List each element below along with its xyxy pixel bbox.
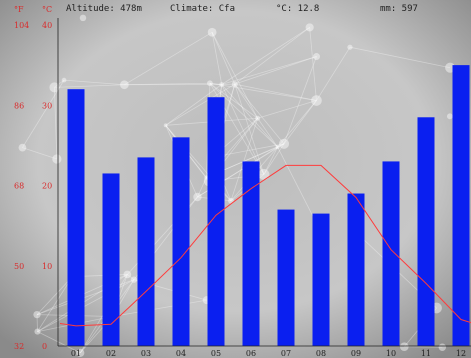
month-label-06: 06 [246,349,256,358]
month-label-10: 10 [386,349,396,358]
precip-bar-05 [207,97,225,346]
precip-bar-11 [417,117,435,346]
precipitation-label: mm: 597 [380,4,418,14]
fahrenheit-unit-label: °F [14,5,24,14]
fahrenheit-tick-label: 32 [14,342,24,351]
precip-bar-08 [312,213,330,346]
month-label-05: 05 [211,349,221,358]
precip-bar-04 [172,137,190,346]
month-label-12: 12 [456,349,466,358]
month-label-11: 11 [421,349,431,358]
month-label-02: 02 [106,349,116,358]
fahrenheit-tick-label: 50 [14,262,24,271]
precip-bar-09 [347,193,365,346]
month-label-01: 01 [71,349,81,358]
precip-bar-01 [67,89,85,346]
celsius-unit-label: °C [42,5,53,14]
climate-label: Climate: Cfa [170,4,236,14]
precip-bar-10 [382,161,400,346]
celsius-tick-label: 20 [42,182,52,191]
celsius-tick-label: 0 [42,342,47,351]
precip-bar-03 [137,157,155,346]
fahrenheit-tick-label: 86 [14,101,24,110]
month-label-09: 09 [351,349,361,358]
altitude-label: Altitude: 478m [66,4,142,14]
month-label-07: 07 [281,349,291,358]
month-label-04: 04 [176,349,186,358]
celsius-tick-label: 40 [42,21,52,30]
fahrenheit-tick-label: 104 [14,21,29,30]
precip-bar-02 [102,173,120,346]
precip-bar-07 [277,209,295,346]
precip-bar-12 [452,65,470,346]
fahrenheit-tick-label: 68 [14,182,24,191]
celsius-tick-label: 30 [42,101,52,110]
month-label-03: 03 [141,349,151,358]
month-label-08: 08 [316,349,326,358]
temperature-label: °C: 12.8 [276,4,320,14]
temperature-line [59,164,471,327]
precip-bar-06 [242,161,260,346]
celsius-tick-label: 10 [42,262,52,271]
